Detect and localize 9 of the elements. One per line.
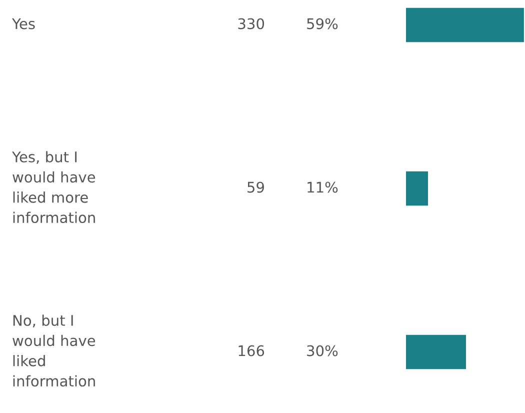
data-label: 59% xyxy=(307,18,338,30)
text: 330 xyxy=(238,18,264,30)
data-label: 30% xyxy=(307,345,338,356)
data-label: 11% xyxy=(308,182,338,193)
y-tick-label: No, but I would have liked information xyxy=(12,314,96,387)
y-tick-label: Yes xyxy=(12,18,35,30)
text: 59 xyxy=(248,182,264,193)
text: 166 xyxy=(238,345,264,356)
y-tick-label: Yes, but I would have liked more information xyxy=(12,151,96,224)
